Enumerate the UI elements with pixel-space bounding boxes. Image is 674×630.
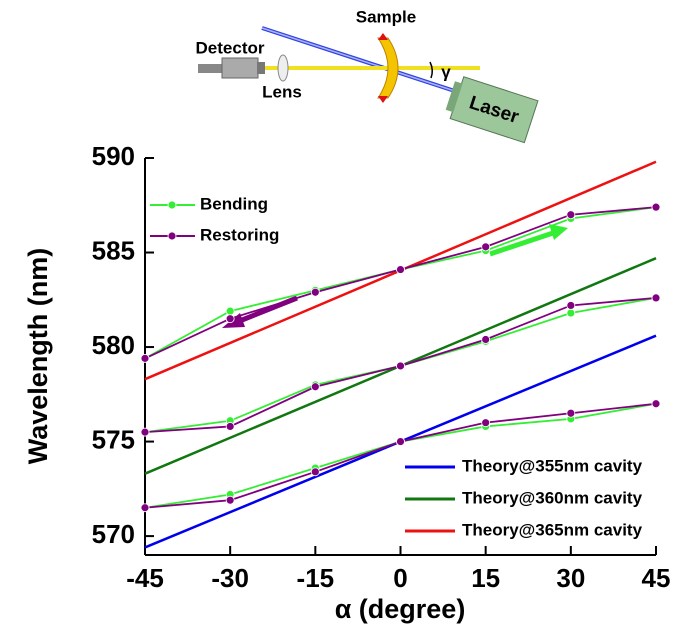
data-point xyxy=(566,301,576,310)
data-point xyxy=(140,503,150,513)
detector-tip xyxy=(198,64,223,73)
data-point xyxy=(651,399,661,409)
legend-label: Theory@365nm cavity xyxy=(462,520,643,539)
data-point xyxy=(396,265,405,274)
y-tick-label: 585 xyxy=(92,235,135,265)
legend-marker xyxy=(167,231,177,241)
data-point xyxy=(396,361,405,371)
data-point xyxy=(481,242,491,252)
x-tick-label: -15 xyxy=(297,563,335,593)
data-point xyxy=(225,495,235,505)
legend-marker xyxy=(167,200,177,210)
y-axis-title: Wavelength (nm) xyxy=(23,248,53,465)
data-point xyxy=(310,287,320,297)
data-point xyxy=(225,306,235,316)
data-point xyxy=(225,314,235,324)
x-tick-label: 30 xyxy=(556,563,585,593)
legend-label: Theory@360nm cavity xyxy=(462,488,643,507)
sample-marker xyxy=(378,96,388,103)
data-point xyxy=(310,382,320,392)
data-point xyxy=(566,308,576,318)
data-point xyxy=(140,427,150,437)
detector-body xyxy=(221,57,259,79)
data-point xyxy=(310,467,320,477)
legend-label: Theory@355nm cavity xyxy=(462,456,643,475)
x-tick-label: -30 xyxy=(211,563,249,593)
data-point xyxy=(651,202,661,212)
data-point xyxy=(140,353,150,363)
x-axis-title: α (degree) xyxy=(335,594,466,624)
data-point xyxy=(651,293,661,303)
y-tick-label: 575 xyxy=(92,424,135,454)
x-tick-label: 15 xyxy=(471,563,500,593)
y-tick-label: 570 xyxy=(92,519,135,549)
lens-label: Lens xyxy=(262,82,302,101)
laser-aperture xyxy=(445,81,463,113)
inset-schematic: Laser Detector Lens Sample γ xyxy=(196,7,539,144)
data-point xyxy=(566,408,576,418)
lens-shape xyxy=(277,54,289,82)
data-point xyxy=(481,418,491,428)
restoring-arrow xyxy=(236,295,298,325)
x-tick-label: 0 xyxy=(393,563,407,593)
bending-arrow xyxy=(489,230,554,257)
legend-label: Bending xyxy=(200,194,268,213)
data-point xyxy=(481,335,491,344)
detector-end xyxy=(257,62,265,74)
y-tick-label: 580 xyxy=(92,330,135,360)
sample-shape xyxy=(377,37,399,99)
data-point xyxy=(566,210,576,220)
y-tick-label: 590 xyxy=(92,141,135,171)
sample-label: Sample xyxy=(356,7,416,26)
data-point xyxy=(225,422,235,431)
laser-box: Laser xyxy=(445,76,539,144)
angle-arc xyxy=(429,61,434,79)
x-tick-label: -45 xyxy=(126,563,164,593)
legend-label: Restoring xyxy=(200,225,279,244)
detector-label: Detector xyxy=(196,38,265,57)
bending-arrowhead xyxy=(549,224,568,240)
sample-marker xyxy=(378,33,388,40)
data-point xyxy=(396,437,405,446)
x-tick-label: 45 xyxy=(642,563,671,593)
angle-label: γ xyxy=(441,62,451,81)
laser-beam-highlight xyxy=(261,27,471,97)
